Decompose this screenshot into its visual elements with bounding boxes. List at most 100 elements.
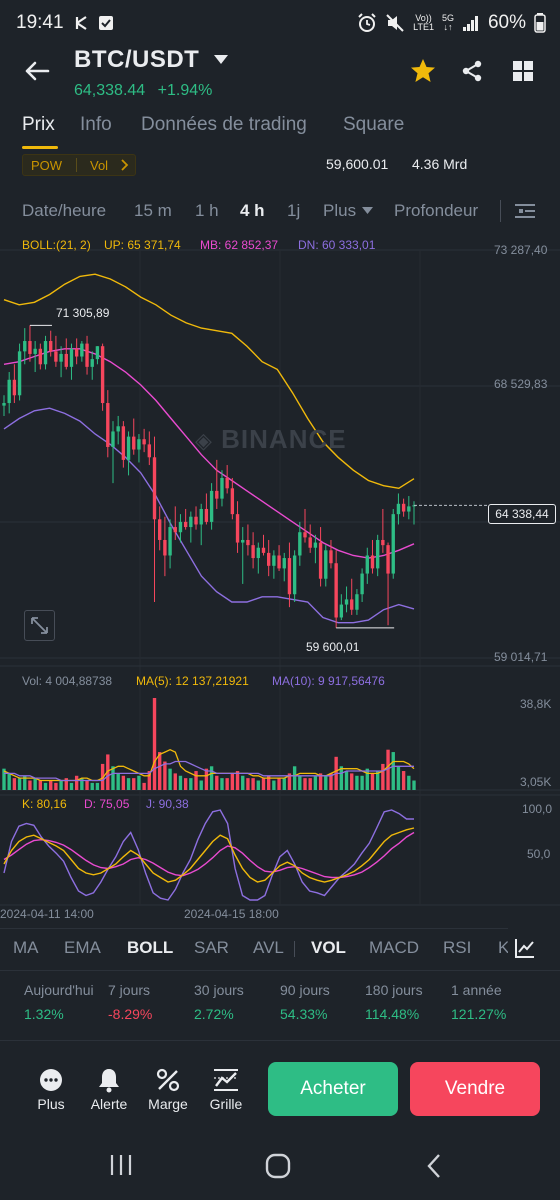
tab-square[interactable]: Square xyxy=(343,114,405,135)
candle-body xyxy=(287,558,292,595)
ind-tab-kdj[interactable]: K xyxy=(498,938,510,957)
indicator-settings-icon[interactable] xyxy=(514,937,536,959)
recent-apps-icon[interactable] xyxy=(109,1154,133,1176)
candle-body xyxy=(54,351,58,362)
candle-body xyxy=(292,555,297,595)
ind-tab-macd[interactable]: MACD xyxy=(369,938,420,957)
action-grid-label[interactable]: Grille xyxy=(209,1096,243,1112)
vol-axis-top: 38,8K xyxy=(520,697,552,711)
candle-body xyxy=(204,508,209,522)
boll-upper-line xyxy=(3,273,415,490)
candle-body xyxy=(194,516,198,525)
tf-4h[interactable]: 4 h xyxy=(240,201,265,220)
candle-body xyxy=(43,341,48,365)
tf-depth[interactable]: Profondeur xyxy=(394,201,479,220)
candle-body xyxy=(215,490,219,499)
volume-bar xyxy=(313,775,318,790)
candle-body xyxy=(85,343,89,367)
candle-body xyxy=(132,436,136,450)
candle-body xyxy=(209,490,214,522)
volume-bar xyxy=(292,766,297,790)
ind-tab-rsi[interactable]: RSI xyxy=(443,938,472,957)
tf-plus[interactable]: Plus xyxy=(323,201,357,220)
volume-bar xyxy=(59,780,63,790)
candle-body xyxy=(168,527,172,556)
tag-pow[interactable]: POW xyxy=(31,158,63,173)
candle-body xyxy=(272,555,276,566)
fullscreen-button[interactable] xyxy=(24,610,55,641)
volume-bar xyxy=(396,766,401,790)
perf-30d-label: 30 jours xyxy=(194,982,244,998)
volume-bar xyxy=(329,773,333,790)
stat-price: 59,600.01 xyxy=(326,156,389,172)
tf-15m[interactable]: 15 m xyxy=(134,201,172,220)
volume-bar xyxy=(121,775,126,790)
volume-bar xyxy=(344,771,349,790)
tab-prix[interactable]: Prix xyxy=(22,114,55,135)
favorite-star-icon[interactable] xyxy=(410,58,436,84)
volume-bar xyxy=(194,771,198,790)
volume-bar xyxy=(318,773,323,790)
perf-180d-label: 180 jours xyxy=(365,982,423,998)
action-alert-label[interactable]: Alerte xyxy=(90,1096,128,1112)
volume-bar xyxy=(220,778,224,790)
volume-bar xyxy=(142,782,146,790)
candle-body xyxy=(64,353,68,367)
share-icon[interactable] xyxy=(461,60,483,82)
header-price: 64,338.44 +1.94% xyxy=(74,82,212,100)
candle-body xyxy=(69,348,74,367)
tag-vol[interactable]: Vol xyxy=(90,158,109,173)
kline-chart[interactable] xyxy=(0,230,560,930)
ind-tab-vol[interactable]: VOL xyxy=(311,938,346,957)
candle-body xyxy=(396,503,401,515)
volume-bar xyxy=(246,778,250,790)
bell-icon[interactable] xyxy=(95,1066,123,1094)
tag-chip[interactable] xyxy=(22,154,136,176)
volume-bar xyxy=(199,780,203,790)
active-tab-underline xyxy=(22,146,58,149)
tf-datetime[interactable]: Date/heure xyxy=(22,201,107,220)
sell-button[interactable]: Vendre xyxy=(410,1062,540,1116)
volume-bar xyxy=(209,766,214,790)
layout-grid-icon[interactable] xyxy=(512,60,534,82)
home-icon[interactable] xyxy=(265,1153,291,1179)
mute-icon xyxy=(386,14,404,32)
volume-bar xyxy=(303,778,307,790)
chevron-right-icon xyxy=(121,159,129,171)
tf-1h[interactable]: 1 h xyxy=(195,201,219,220)
candle-body xyxy=(355,594,359,610)
volume-bar xyxy=(43,782,48,790)
chart-settings-icon[interactable] xyxy=(514,202,536,220)
buy-button[interactable]: Acheter xyxy=(268,1062,398,1116)
tab-trading-data[interactable]: Données de trading xyxy=(141,114,307,135)
volume-bar xyxy=(225,778,229,790)
volume-bar xyxy=(401,771,406,790)
percent-icon[interactable] xyxy=(154,1066,182,1094)
vol-axis-low: 3,05K xyxy=(520,775,552,789)
ind-tab-ma[interactable]: MA xyxy=(13,938,39,957)
candle-body xyxy=(2,403,6,406)
ind-tab-sar[interactable]: SAR xyxy=(194,938,229,957)
action-plus-label[interactable]: Plus xyxy=(37,1096,65,1112)
ind-tab-ema[interactable]: EMA xyxy=(64,938,101,957)
ind-tab-avl[interactable]: AVL xyxy=(253,938,284,957)
back-arrow-icon[interactable] xyxy=(24,60,50,82)
tf-1d[interactable]: 1j xyxy=(287,201,301,220)
candle-body xyxy=(12,379,17,396)
grid-bot-icon[interactable] xyxy=(212,1066,240,1094)
tab-info[interactable]: Info xyxy=(80,114,112,135)
volume-bar xyxy=(298,775,302,790)
candle-body xyxy=(111,431,115,447)
kdj-axis-top: 100,0 xyxy=(522,802,553,816)
volume-bar xyxy=(350,773,354,790)
pair-title[interactable]: BTC/USDT xyxy=(74,46,200,73)
pair-dropdown-icon[interactable] xyxy=(213,54,229,66)
action-margin-label[interactable]: Marge xyxy=(148,1096,188,1112)
candle-body xyxy=(401,503,406,512)
volume-bar xyxy=(266,775,271,790)
chat-dots-icon[interactable] xyxy=(37,1066,65,1094)
candle-body xyxy=(90,359,94,367)
back-nav-icon[interactable] xyxy=(426,1153,442,1179)
ind-tab-boll[interactable]: BOLL xyxy=(127,938,174,957)
boll-up: UP: 65 371,74 xyxy=(104,238,181,252)
